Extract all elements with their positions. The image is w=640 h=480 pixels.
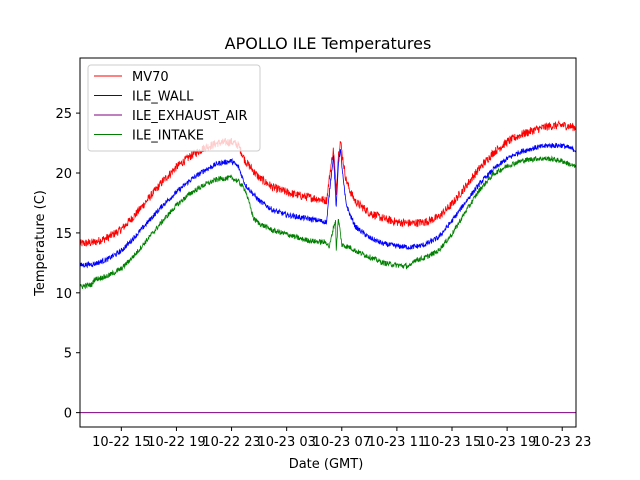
x-tick-label: 10-23 15 <box>423 435 481 450</box>
y-tick-label: 10 <box>55 287 72 302</box>
y-tick-label: 0 <box>64 407 72 422</box>
legend-label-ile-exhaust-air: ILE_EXHAUST_AIR <box>132 109 248 124</box>
x-tick-label: 10-23 11 <box>368 435 426 450</box>
legend: MV70 ILE_WALL ILE_EXHAUST_AIR ILE_INTAKE <box>87 64 261 152</box>
series-line-ile-wall <box>79 142 577 269</box>
x-tick-label: 10-23 03 <box>257 435 315 450</box>
x-tick-label: 10-23 23 <box>533 435 591 450</box>
y-tick-label: 5 <box>64 347 72 362</box>
series-line-ile-intake <box>79 155 577 290</box>
x-axis-label: Date (GMT) <box>289 457 364 472</box>
x-tick-label: 10-22 15 <box>92 435 150 450</box>
series-line-mv70 <box>79 119 577 247</box>
x-tick-label: 10-23 19 <box>478 435 536 450</box>
y-tick-label: 25 <box>55 107 72 122</box>
legend-box <box>87 64 261 152</box>
y-axis-label: Temperature (C) <box>33 190 48 297</box>
x-tick-label: 10-22 23 <box>202 435 260 450</box>
y-tick-label: 20 <box>55 167 72 182</box>
x-tick-label: 10-22 19 <box>147 435 205 450</box>
legend-label-mv70: MV70 <box>132 70 169 85</box>
plot-series <box>79 119 577 414</box>
legend-label-ile-intake: ILE_INTAKE <box>132 129 204 144</box>
legend-label-ile-wall: ILE_WALL <box>132 90 194 105</box>
y-axis: 0 5 10 15 20 25 <box>55 107 80 422</box>
plot-area-frame <box>79 57 577 428</box>
x-tick-label: 10-23 07 <box>313 435 371 450</box>
y-tick-label: 15 <box>55 227 72 242</box>
chart-title: APOLLO ILE Temperatures <box>225 34 432 53</box>
